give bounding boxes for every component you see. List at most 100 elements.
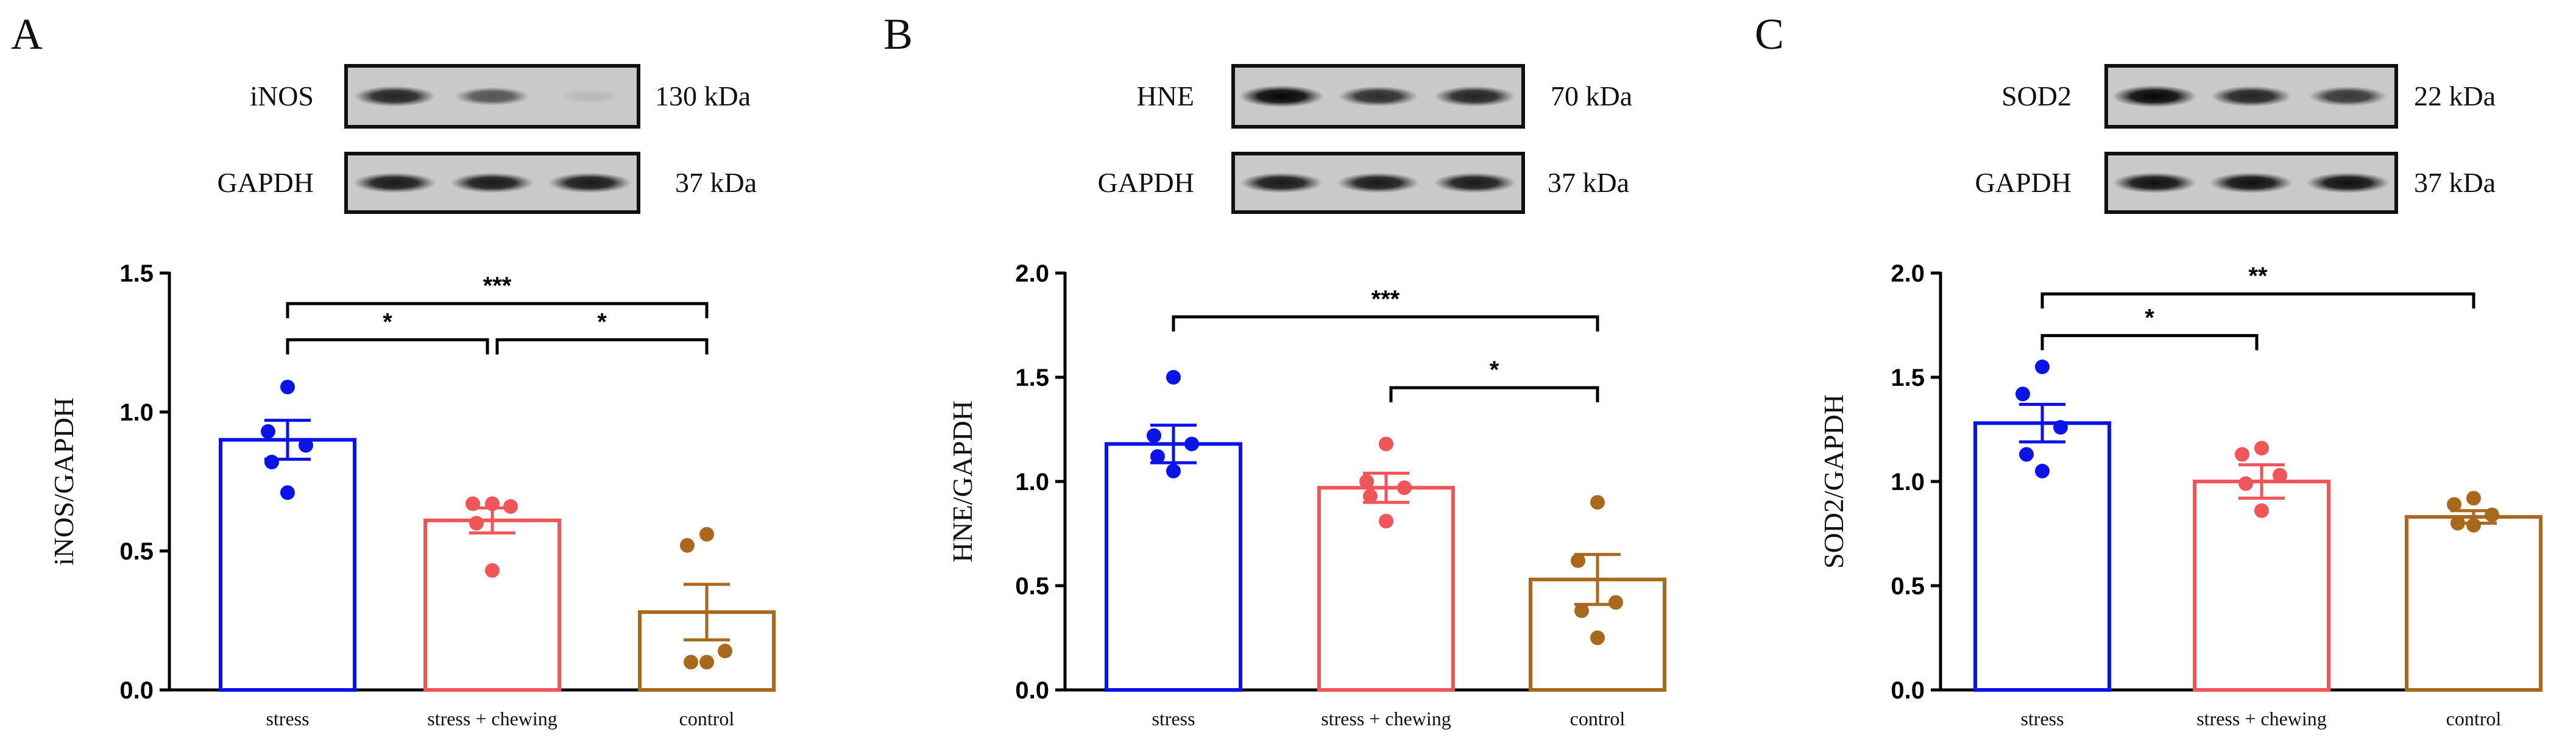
y-tick-label: 1.0 [1891, 469, 1925, 496]
data-point [1363, 488, 1378, 503]
blot-band [2112, 85, 2198, 107]
panel-letter: C [1755, 10, 1784, 59]
data-point [2254, 441, 2269, 456]
blot-band [1433, 172, 1516, 193]
significance-label: * [1490, 357, 1499, 383]
data-point [280, 485, 295, 500]
y-tick-label: 1.0 [119, 399, 154, 426]
significance-label: * [597, 308, 607, 335]
data-point [2450, 516, 2465, 531]
data-point [1608, 595, 1623, 610]
blot-size-label: 37 kDa [675, 167, 757, 198]
bracket-line [1172, 315, 1599, 332]
significance-label: *** [483, 272, 512, 299]
y-tick-label: 0.0 [119, 677, 154, 704]
data-point [2053, 420, 2068, 435]
bar-chart: 0.0 0.5 1.0 1.5 2.0 SOD2/GAPDH stress stress + … [1818, 260, 2542, 730]
bar [1105, 442, 1242, 692]
y-axis-label: iNOS/GAPDH [48, 397, 79, 566]
bracket-line [2040, 334, 2259, 350]
blot-band [2210, 86, 2292, 107]
significance-bracket: ** [2040, 263, 2475, 309]
blot-band [2309, 86, 2388, 107]
blot-band [2112, 172, 2197, 193]
panel-c: C SOD2 22 kDa GAPDH 37 kDa 0.0 0.5 1.0 1.5 2.0 SOD… [1755, 10, 2542, 730]
western-blot-sod2: SOD2 22 kDa [2001, 64, 2496, 129]
x-tick-label: control [1570, 708, 1626, 730]
significance-bracket: * [286, 308, 489, 355]
data-point [1571, 553, 1585, 568]
bar-group-control: control [1529, 495, 1666, 730]
y-tick-label: 1.5 [1015, 364, 1049, 391]
blot-size-label: 70 kDa [1551, 80, 1632, 112]
data-point [718, 644, 732, 659]
bar-chart: 0.0 0.5 1.0 1.5 iNOS/GAPDH stress stress + che… [48, 260, 776, 730]
data-point [485, 496, 500, 511]
panel-b: B HNE 70 kDa GAPDH 37 kDa 0.0 0.5 1.0 1.5 2.0 HNE/… [883, 10, 1666, 730]
blot-band [2209, 172, 2293, 193]
blot-band [559, 89, 621, 104]
panel-letter: A [11, 10, 43, 59]
significance-bracket: *** [1172, 286, 1599, 332]
data-point [2485, 507, 2499, 522]
y-tick-label: 0.5 [1015, 573, 1049, 600]
blot-size-label: 37 kDa [1548, 167, 1629, 198]
bar [219, 438, 356, 692]
western-blot-gapdh: GAPDH 37 kDa [1975, 152, 2496, 214]
blot-size-label: 37 kDa [2414, 167, 2496, 198]
data-point [1147, 428, 1161, 443]
blot-band [450, 172, 534, 193]
blot-band [1240, 172, 1323, 193]
data-point [1379, 513, 1393, 528]
data-point [1590, 495, 1605, 510]
significance-label: * [2145, 305, 2154, 332]
western-blot-gapdh: GAPDH 37 kDa [218, 152, 757, 214]
blot-band [1239, 85, 1325, 107]
bar [1973, 421, 2111, 692]
y-tick-label: 2.0 [1015, 260, 1049, 287]
bar-group-stress: stress [1973, 359, 2111, 730]
x-tick-label: control [679, 708, 735, 730]
significance-bracket: *** [286, 272, 709, 319]
y-tick-label: 0.5 [119, 538, 154, 565]
data-point [465, 496, 480, 511]
x-tick-label: stress + chewing [427, 708, 557, 730]
data-point [2019, 447, 2034, 462]
blot-band [1338, 86, 1418, 107]
bar-group-stress-chewing: stress + chewing [2193, 441, 2330, 730]
blot-size-label: 130 kDa [655, 80, 751, 112]
y-tick-label: 1.5 [1891, 364, 1925, 391]
data-point [2035, 463, 2050, 478]
data-point [1150, 449, 1165, 464]
significance-label: ** [2248, 263, 2268, 290]
data-point [2466, 491, 2481, 506]
bar-group-control: control [638, 527, 776, 730]
data-point [1166, 463, 1181, 478]
data-point [469, 516, 484, 531]
y-axis-label: SOD2/GAPDH [1818, 394, 1849, 569]
western-blot-hne: HNE 70 kDa [1136, 64, 1632, 129]
data-point [261, 424, 275, 439]
x-tick-label: control [2446, 708, 2502, 730]
significance-label: *** [1371, 286, 1400, 313]
data-point [1359, 474, 1374, 489]
y-tick-label: 0.5 [1891, 573, 1925, 600]
western-blot-gapdh: GAPDH 37 kDa [1098, 152, 1629, 214]
significance-bracket: * [2040, 305, 2259, 350]
y-tick-label: 1.0 [1015, 469, 1049, 496]
bar [423, 518, 561, 692]
data-point [2015, 386, 2030, 402]
data-point [2273, 467, 2287, 483]
blot-size-label: 22 kDa [2414, 80, 2496, 112]
x-tick-label: stress + chewing [2196, 708, 2327, 730]
western-blot-inos: iNOS 130 kDa [250, 64, 751, 129]
blot-protein-label: iNOS [250, 80, 314, 112]
data-point [1379, 436, 1393, 452]
blot-protein-label: GAPDH [218, 167, 314, 198]
bracket-line [2040, 292, 2475, 309]
blot-band [2305, 172, 2390, 193]
y-tick-label: 1.5 [119, 260, 154, 287]
blot-band [548, 172, 632, 193]
